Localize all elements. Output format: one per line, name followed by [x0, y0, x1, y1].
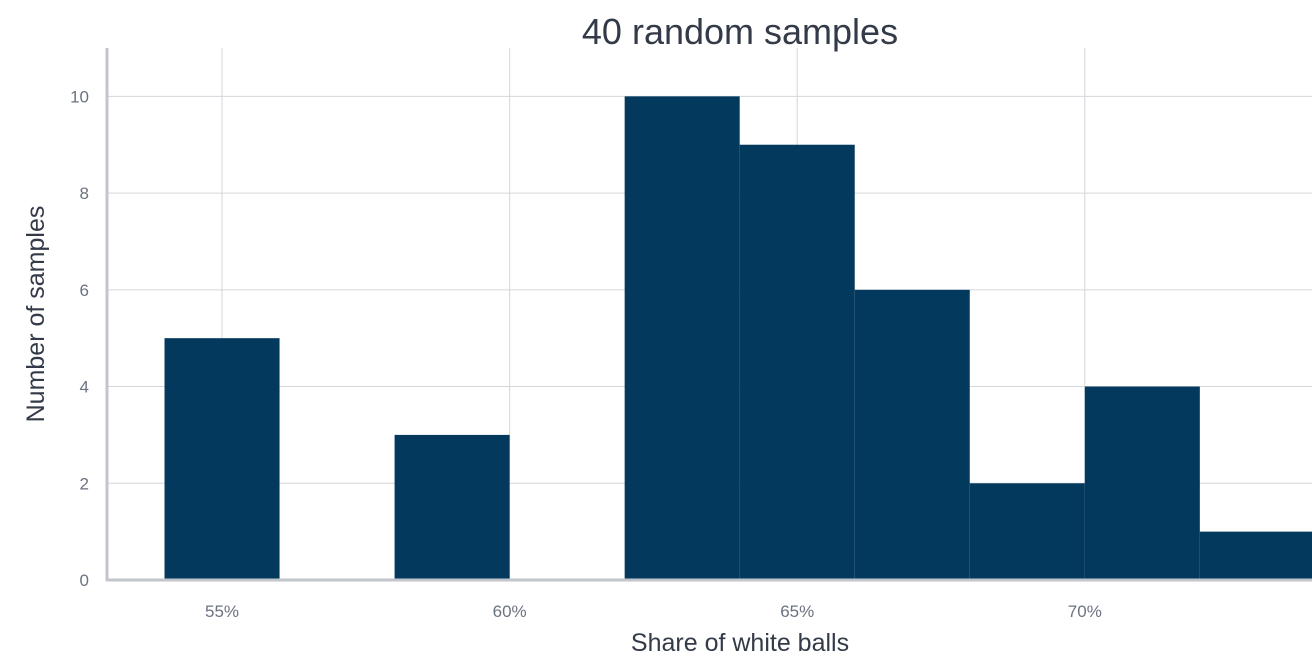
y-tick-label: 10 — [70, 87, 89, 106]
y-axis-title: Number of samples — [22, 206, 50, 423]
x-tick-label: 70% — [1068, 602, 1102, 621]
x-tick-labels: 55% 60% 65% 70% — [205, 602, 1102, 621]
histogram-bar — [739, 144, 855, 580]
y-tick-label: 6 — [80, 281, 89, 300]
histogram-bar — [854, 289, 970, 580]
chart-title: 40 random samples — [582, 11, 898, 52]
y-tick-labels: 0 2 4 6 8 10 — [70, 87, 89, 590]
histogram-bar — [1084, 386, 1200, 580]
x-axis-title: Share of white balls — [631, 629, 849, 656]
y-tick-label: 0 — [80, 571, 89, 590]
axes — [105, 48, 1312, 582]
histogram-bar — [394, 434, 510, 580]
histogram-bar — [164, 338, 280, 580]
x-tick-label: 65% — [780, 602, 814, 621]
histogram-bar — [1199, 531, 1312, 580]
histogram-bar — [624, 96, 740, 580]
y-tick-label: 8 — [80, 184, 89, 203]
y-tick-label: 2 — [80, 474, 89, 493]
histogram-bar — [969, 483, 1085, 580]
y-tick-label: 4 — [80, 378, 89, 397]
x-tick-label: 55% — [205, 602, 239, 621]
x-tick-label: 60% — [493, 602, 527, 621]
bars — [164, 96, 1312, 580]
